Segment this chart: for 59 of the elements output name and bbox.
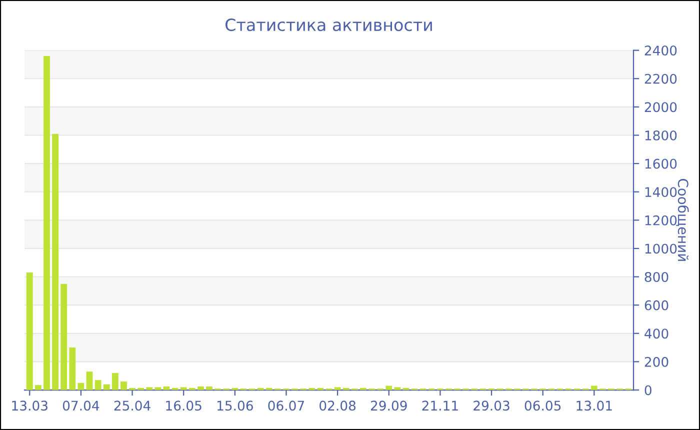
x-tick-label: 29.03 xyxy=(474,400,510,411)
bar xyxy=(154,387,162,390)
y-tick-label: 1800 xyxy=(645,130,677,140)
bar xyxy=(52,134,58,390)
bar xyxy=(206,386,212,390)
bar xyxy=(138,388,144,390)
x-tick-label: 16.05 xyxy=(166,400,202,411)
y-tick-label: 2400 xyxy=(644,46,677,56)
bar xyxy=(86,372,93,390)
y-axis-title: Сообщений xyxy=(676,178,689,261)
bar xyxy=(26,272,33,390)
x-tick-label: 25.04 xyxy=(114,400,150,411)
y-tick-label: 2200 xyxy=(644,74,677,84)
bar xyxy=(34,385,42,390)
y-tick-label: 600 xyxy=(644,300,668,310)
bar xyxy=(129,388,136,390)
bar xyxy=(266,388,272,390)
bar xyxy=(360,388,366,390)
y-tick-label: 1400 xyxy=(645,187,677,198)
bar xyxy=(386,386,392,390)
bar xyxy=(146,387,153,390)
bar xyxy=(60,284,68,390)
y-tick-label: 1600 xyxy=(645,158,677,169)
x-tick-label: 06.05 xyxy=(524,400,561,411)
x-tick-label: 13.03 xyxy=(12,400,48,411)
bar xyxy=(120,382,127,390)
bar xyxy=(163,386,170,390)
y-tick-label: 800 xyxy=(644,272,668,282)
x-tick-label: 15.06 xyxy=(217,400,253,411)
bar xyxy=(103,384,110,390)
bar xyxy=(232,388,238,390)
bar xyxy=(112,373,118,390)
bar xyxy=(78,382,84,390)
bar xyxy=(69,348,76,390)
x-tick-label: 06.07 xyxy=(268,400,304,411)
bar xyxy=(308,388,316,390)
bar xyxy=(257,388,264,390)
y-tick-label: 2000 xyxy=(644,102,677,112)
y-tick-label: 200 xyxy=(644,356,668,367)
bar xyxy=(180,387,187,390)
y-tick-label: 400 xyxy=(644,328,668,339)
bar xyxy=(590,386,598,390)
bar xyxy=(334,387,341,390)
x-tick-label: 13.01 xyxy=(576,400,612,411)
x-tick-label: 02.08 xyxy=(320,400,356,411)
x-tick-label: 07.04 xyxy=(62,400,100,411)
bar xyxy=(342,388,350,390)
bar xyxy=(94,380,102,390)
bar xyxy=(394,387,401,390)
bar xyxy=(197,386,204,390)
x-tick-label: 29.09 xyxy=(370,400,407,411)
y-tick-label: 1000 xyxy=(645,244,677,254)
bar xyxy=(188,388,196,390)
bar xyxy=(317,388,324,390)
x-tick-label: 21.11 xyxy=(422,400,458,410)
chart-title: Статистика активности xyxy=(226,18,432,32)
bar xyxy=(44,56,50,390)
y-tick-label: 0 xyxy=(644,385,652,396)
y-tick-label: 1200 xyxy=(645,215,677,226)
